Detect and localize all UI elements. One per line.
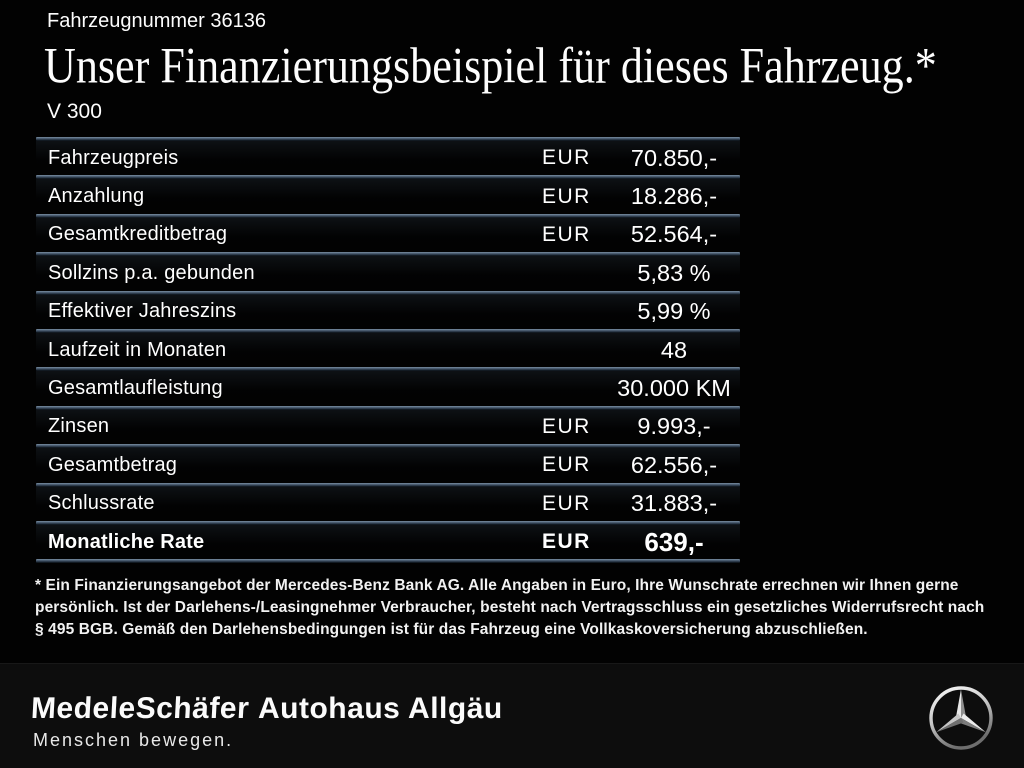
- table-separator: [36, 252, 740, 257]
- dealer-logo-autohaus-allgaeu: Autohaus Allgäu: [258, 692, 503, 725]
- row-label: Anzahlung: [48, 185, 145, 208]
- row-label: Gesamtkreditbetrag: [48, 223, 228, 246]
- row-currency: EUR: [542, 530, 591, 554]
- table-row: Laufzeit in Monaten 48: [36, 332, 740, 368]
- row-label: Gesamtbetrag: [48, 453, 178, 476]
- legal-footnote: * Ein Finanzierungsangebot der Mercedes-…: [35, 575, 1015, 641]
- table-row: Schlussrate EUR 31.883,-: [36, 486, 740, 521]
- table-separator: [36, 137, 740, 141]
- footnote-line: persönlich. Ist der Darlehens-/Leasingne…: [35, 599, 985, 616]
- row-value: 62.556,-: [630, 451, 718, 478]
- row-value: 639,-: [644, 526, 704, 557]
- row-label: Fahrzeugpreis: [48, 146, 179, 169]
- row-label: Effektiver Jahreszins: [48, 300, 237, 323]
- row-value: 5,99 %: [637, 298, 711, 325]
- table-row: Gesamtlaufleistung 30.000 KM: [36, 371, 740, 406]
- row-value: 31.883,-: [630, 490, 718, 517]
- dealer-tagline: Menschen bewegen.: [33, 730, 234, 750]
- table-separator: [36, 328, 740, 333]
- table-row: Gesamtkreditbetrag EUR 52.564,-: [36, 217, 740, 253]
- footnote-line: * Ein Finanzierungsangebot der Mercedes-…: [35, 577, 959, 594]
- row-value: 18.286,-: [630, 183, 718, 210]
- row-currency: EUR: [542, 453, 591, 477]
- table-separator: [36, 405, 740, 410]
- row-value: 48: [660, 336, 688, 363]
- row-value: 5,83 %: [637, 259, 711, 286]
- row-currency: EUR: [542, 222, 591, 246]
- row-label: Monatliche Rate: [48, 530, 205, 553]
- table-row: Effektiver Jahreszins 5,99 %: [36, 294, 740, 329]
- page-title: Unser Finanzierungsbeispiel für dieses F…: [44, 36, 937, 95]
- table-separator: [36, 367, 740, 372]
- table-separator: [36, 444, 740, 449]
- mercedes-star-icon: [929, 686, 993, 750]
- table-row: Gesamtbetrag EUR 62.556,-: [36, 448, 740, 483]
- row-label: Schlussrate: [48, 492, 155, 515]
- table-row: Sollzins p.a. gebunden 5,83 %: [36, 256, 740, 291]
- footnote-line: § 495 BGB. Gemäß den Darlehensbedingunge…: [35, 621, 868, 638]
- table-separator: [36, 213, 740, 218]
- table-row: Anzahlung EUR 18.286,-: [36, 179, 740, 214]
- table-separator: [36, 175, 740, 180]
- row-value: 52.564,-: [630, 221, 718, 248]
- vehicle-model: V 300: [47, 100, 102, 123]
- table-separator: [36, 290, 740, 295]
- table-separator: [36, 482, 740, 487]
- row-currency: EUR: [542, 491, 591, 515]
- footer-bar: MedeleSchäfer Autohaus Allgäu Menschen b…: [0, 663, 1024, 768]
- row-label: Zinsen: [48, 415, 110, 438]
- row-value: 70.850,-: [630, 144, 718, 171]
- row-value: 9.993,-: [637, 413, 711, 440]
- table-separator: [36, 559, 740, 564]
- table-row: Fahrzeugpreis EUR 70.850,-: [36, 141, 740, 176]
- table-separator: [36, 520, 740, 525]
- row-label: Gesamtlaufleistung: [48, 377, 223, 400]
- row-label: Sollzins p.a. gebunden: [48, 261, 255, 284]
- finance-table: Fahrzeugpreis EUR 70.850,- Anzahlung EUR…: [36, 137, 740, 564]
- table-row-monthly-rate: Monatliche Rate EUR 639,-: [36, 524, 740, 560]
- row-currency: EUR: [542, 414, 591, 438]
- vehicle-number: Fahrzeugnummer 36136: [47, 10, 267, 32]
- row-label: Laufzeit in Monaten: [48, 338, 227, 361]
- row-currency: EUR: [542, 184, 591, 208]
- row-value: 30.000 KM: [617, 375, 731, 402]
- row-currency: EUR: [542, 146, 591, 170]
- dealer-logo-medeleschaefer: MedeleSchäfer: [30, 692, 251, 725]
- table-row: Zinsen EUR 9.993,-: [36, 409, 740, 445]
